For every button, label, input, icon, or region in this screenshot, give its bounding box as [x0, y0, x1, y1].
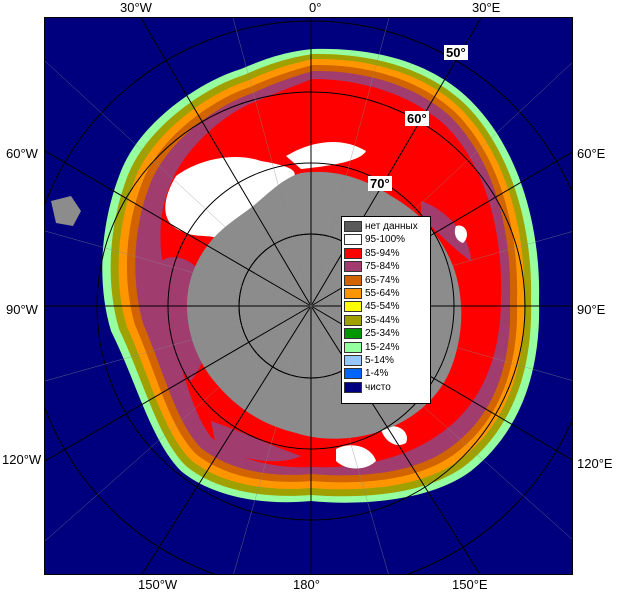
lon-label-120e: 120°E — [577, 456, 613, 471]
legend-swatch — [344, 328, 362, 340]
sea-ice-map — [44, 17, 573, 575]
legend-swatch — [344, 261, 362, 273]
polar-projection — [45, 18, 572, 574]
lon-label-30e-top: 30°E — [472, 0, 501, 15]
legend-item-45-54: 45-54% — [344, 300, 428, 313]
meridian-30w — [140, 18, 312, 307]
legend-item-5-14: 5-14% — [344, 354, 428, 367]
legend-label: 35-44% — [365, 314, 400, 326]
meridian-150w — [141, 305, 312, 574]
legend-swatch — [344, 221, 362, 232]
lon-label-90w: 90°W — [6, 302, 38, 317]
legend-swatch — [344, 354, 362, 366]
legend-label: 75-84% — [365, 261, 400, 273]
legend-swatch — [344, 274, 362, 286]
legend-item-35-44: 35-44% — [344, 314, 428, 327]
lon-label-150e: 150°E — [452, 577, 488, 592]
lon-label-150w: 150°W — [138, 577, 178, 592]
legend-swatch — [344, 301, 362, 313]
lat-label-70: 70° — [368, 176, 392, 191]
ice-patch-75-84-south — [211, 421, 301, 462]
legend-label: 5-14% — [365, 354, 394, 366]
legend-item-75-84: 75-84% — [344, 260, 428, 273]
legend-item-clear: чисто — [344, 381, 428, 394]
legend-swatch — [344, 381, 362, 393]
legend-label: нет данных — [365, 221, 418, 232]
meridian-150e — [310, 305, 481, 574]
land-speck-west — [51, 196, 81, 226]
legend-item-55-64: 55-64% — [344, 287, 428, 300]
legend-label: 95-100% — [365, 234, 406, 246]
meridian-30e — [310, 18, 482, 307]
meridian-minor-15w — [232, 18, 312, 307]
lon-label-60w: 60°W — [6, 146, 38, 161]
legend-item-95-100: 95-100% — [344, 233, 428, 246]
meridian-minor-165w — [233, 305, 312, 574]
legend-label: 85-94% — [365, 247, 400, 259]
legend-label: 1-4% — [365, 368, 389, 380]
lon-label-60e: 60°E — [577, 146, 606, 161]
lon-label-120w: 120°W — [2, 452, 42, 467]
legend-swatch — [344, 368, 362, 380]
legend-label: 15-24% — [365, 341, 400, 353]
meridian-120w — [45, 305, 312, 462]
ice-95-100-east-2 — [381, 426, 407, 446]
legend-label: 65-74% — [365, 274, 400, 286]
lon-label-90e: 90°E — [577, 302, 606, 317]
meridian-60w — [45, 150, 312, 307]
legend-swatch — [344, 341, 362, 353]
legend-item-25-34: 25-34% — [344, 327, 428, 340]
legend-swatch — [344, 287, 362, 299]
legend-item-15-24: 15-24% — [344, 341, 428, 354]
legend-label: чисто — [365, 381, 391, 393]
lat-label-50: 50° — [444, 45, 468, 60]
lon-label-0-top: 0° — [309, 0, 322, 15]
legend-item-85-94: 85-94% — [344, 247, 428, 260]
legend-swatch — [344, 234, 362, 246]
meridian-minor-15e — [310, 18, 390, 307]
legend-item-65-74: 65-74% — [344, 274, 428, 287]
meridian-minor-165e — [310, 305, 389, 574]
legend: нет данных 95-100% 85-94% 75-84% 65-74% … — [341, 216, 431, 404]
lon-label-180: 180° — [293, 577, 320, 592]
ice-95-100-east-3 — [454, 225, 467, 243]
lat-label-60: 60° — [405, 111, 429, 126]
legend-item-no-data: нет данных — [344, 220, 428, 233]
meridian-minor-75w — [45, 230, 312, 307]
ice-95-100-ross — [336, 445, 376, 469]
lon-label-30w-top: 30°W — [120, 0, 152, 15]
legend-swatch — [344, 314, 362, 326]
meridian-minor-105w — [45, 305, 312, 382]
ice-patch-75-84-east — [421, 201, 471, 261]
legend-label: 45-54% — [365, 301, 400, 313]
legend-label: 55-64% — [365, 287, 400, 299]
meridian-minor-45w — [45, 60, 312, 307]
meridian-minor-135w — [45, 305, 312, 542]
legend-item-1-4: 1-4% — [344, 367, 428, 380]
ice-95-100-coast-east — [286, 141, 366, 169]
legend-swatch — [344, 247, 362, 259]
legend-label: 25-34% — [365, 328, 400, 340]
